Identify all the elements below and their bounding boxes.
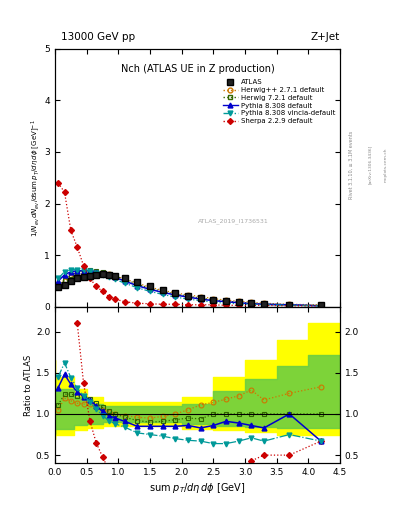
Text: Nch (ATLAS UE in Z production): Nch (ATLAS UE in Z production) [121,64,274,74]
Text: [arXiv:1306.3436]: [arXiv:1306.3436] [369,145,373,184]
Legend: ATLAS, Herwig++ 2.7.1 default, Herwig 7.2.1 default, Pythia 8.308 default, Pythi: ATLAS, Herwig++ 2.7.1 default, Herwig 7.… [221,78,336,125]
Text: mcplots.cern.ch: mcplots.cern.ch [384,147,388,182]
Text: ATLAS_2019_I1736531: ATLAS_2019_I1736531 [198,219,268,224]
Text: Z+Jet: Z+Jet [311,32,340,42]
X-axis label: sum $p_T/d\eta\, d\phi$ [GeV]: sum $p_T/d\eta\, d\phi$ [GeV] [149,481,246,496]
Text: Rivet 3.1.10, ≥ 3.1M events: Rivet 3.1.10, ≥ 3.1M events [349,131,353,199]
Y-axis label: $1/N_{ev}\,dN_{ev}/d\mathrm{sum}\,p_T/d\eta\,d\phi\;[\mathrm{GeV}]^{-1}$: $1/N_{ev}\,dN_{ev}/d\mathrm{sum}\,p_T/d\… [29,119,42,237]
Text: 13000 GeV pp: 13000 GeV pp [61,32,135,42]
Y-axis label: Ratio to ATLAS: Ratio to ATLAS [24,354,33,416]
